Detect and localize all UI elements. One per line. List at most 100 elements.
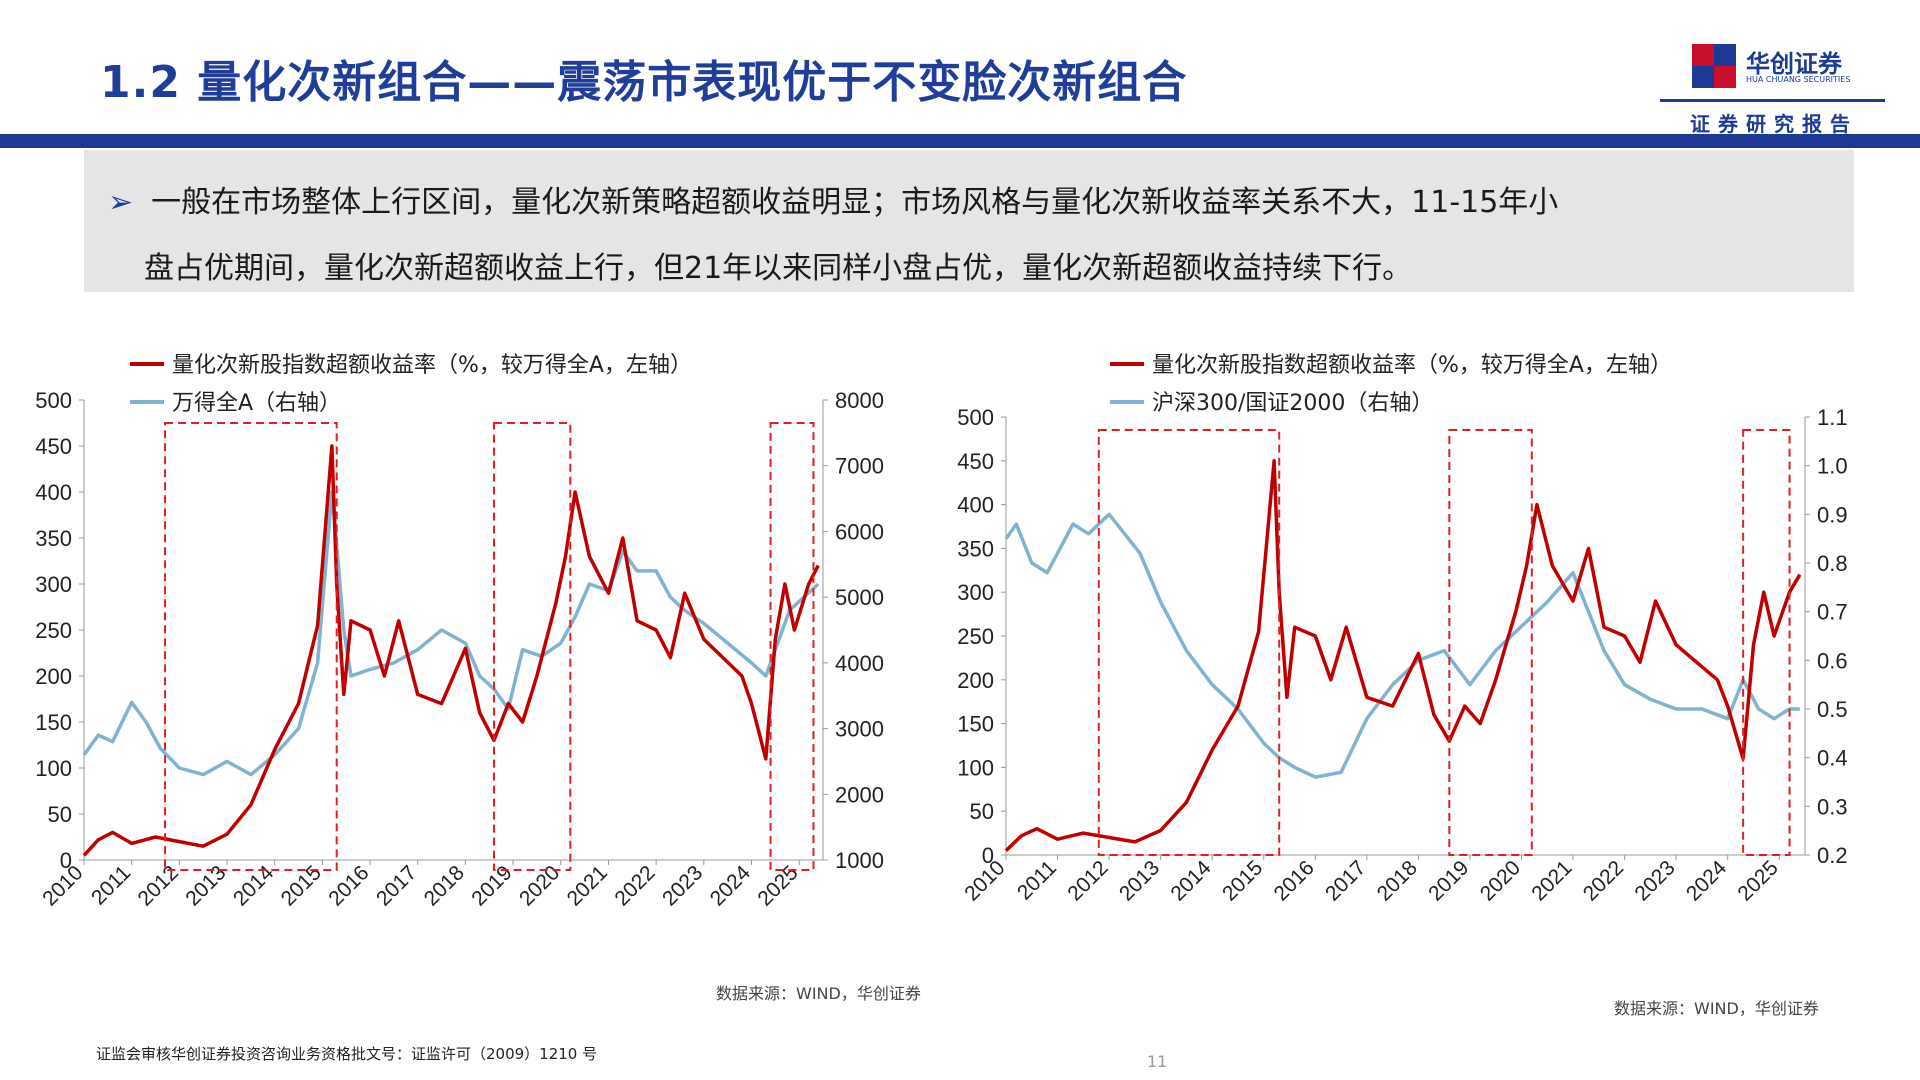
x-tick-label: 2017 [1321,856,1370,905]
highlight-period-box [1742,429,1791,856]
right-tick-label: 6000 [835,519,884,544]
logo-en: HUA CHUANG SECURITIES [1746,75,1851,84]
left-tick-label: 450 [957,449,994,474]
x-tick-label: 2023 [658,861,707,910]
right-tick-label: 4000 [835,651,884,676]
left-tick-label: 500 [957,405,994,430]
x-tick-label: 2016 [324,861,373,910]
left-tick-label: 100 [35,756,72,781]
highlight-period-box [493,422,572,871]
summary-box [84,150,1854,292]
x-tick-label: 2021 [1527,856,1576,905]
left-tick-label: 200 [35,664,72,689]
chart-left-source: 数据来源：WIND，华创证券 [716,984,921,1003]
x-tick-label: 2018 [420,861,469,910]
x-tick-label: 2018 [1373,856,1422,905]
x-tick-label: 2020 [515,861,564,910]
right-tick-label: 5000 [835,585,884,610]
x-tick-label: 2019 [1424,856,1473,905]
logo-name: 华创证券 [1746,50,1842,78]
x-tick-label: 2012 [1063,856,1112,905]
right-tick-label: 0.3 [1817,794,1848,819]
company-logo: 华创证券 HUA CHUANG SECURITIES [1690,42,1860,92]
left-tick-label: 350 [957,536,994,561]
right-tick-label: 0.7 [1817,600,1848,625]
summary-line-2: 盘占优期间，量化次新超额收益上行，但21年以来同样小盘占优，量化次新超额收益持续… [144,251,1413,286]
left-tick-label: 450 [35,434,72,459]
left-tick-label: 0 [982,843,994,868]
x-tick-label: 2016 [1270,856,1319,905]
chart-left: 0 50 100 150 200 250 300 350 400 450 500 1000 2000 30… [0,340,960,960]
highlight-period-box [769,422,815,871]
left-tick-label: 200 [957,668,994,693]
series-benchmark-line [1004,512,1800,779]
bullet-arrow-icon: ➢ [108,185,134,220]
left-tick-label: 400 [957,493,994,518]
legend-label: 万得全A（右轴） [172,391,341,416]
x-tick-label: 2015 [1218,856,1267,905]
chart-right: 0 50 100 150 200 250 300 350 400 450 500 0.2 0.3 0.4 0… [957,340,1920,960]
x-tick-label: 2015 [277,861,326,910]
right-tick-label: 7000 [835,454,884,479]
right-tick-label: 1000 [835,848,884,873]
x-tick-label: 2022 [1579,856,1628,905]
right-tick-label: 0.4 [1817,746,1848,771]
left-tick-label: 350 [35,526,72,551]
highlight-period-box [1448,429,1533,856]
x-tick-label: 2023 [1630,856,1679,905]
summary-line-1: 一般在市场整体上行区间，量化次新策略超额收益明显；市场风格与量化次新收益率关系不… [151,185,1559,220]
highlight-period-box [1097,429,1281,856]
x-tick-label: 2019 [467,861,516,910]
highlight-period-box [164,422,338,871]
left-tick-label: 400 [35,480,72,505]
left-tick-label: 150 [35,710,72,735]
left-tick-label: 500 [35,388,72,413]
right-tick-label: 1.1 [1817,405,1848,430]
chart-right-source: 数据来源：WIND，华创证券 [1614,999,1819,1018]
x-tick-label: 2020 [1476,856,1525,905]
left-tick-label: 50 [970,799,994,824]
logo-mark-icon [1692,44,1736,88]
right-tick-label: 0.2 [1817,843,1848,868]
left-tick-label: 50 [48,802,72,827]
right-tick-label: 3000 [835,717,884,742]
legend-label: 沪深300/国证2000（右轴） [1152,391,1433,416]
x-tick-label: 2011 [87,861,135,909]
x-tick-label: 2010 [38,861,87,910]
left-tick-label: 100 [957,755,994,780]
left-tick-label: 150 [957,712,994,737]
right-tick-label: 0.9 [1817,502,1848,527]
x-tick-label: 2010 [960,856,1009,905]
x-tick-label: 2025 [753,861,802,910]
right-tick-label: 0.8 [1817,551,1848,576]
x-tick-label: 2013 [1115,856,1164,905]
x-tick-label: 2014 [229,861,279,911]
right-tick-label: 8000 [835,388,884,413]
x-tick-label: 2022 [610,861,659,910]
legend-label: 量化次新股指数超额收益率（%，较万得全A，左轴） [172,353,692,378]
left-tick-label: 250 [35,618,72,643]
report-label: 证券研究报告 [1690,112,1858,136]
right-tick-label: 1.0 [1817,454,1848,479]
x-tick-label: 2025 [1733,856,1782,905]
chart-left-svg: 0 50 100 150 200 250 300 350 400 450 500 1000 2000 30… [35,353,884,911]
page-title: 1.2 量化次新组合——震荡市表现优于不变脸次新组合 [100,57,1188,108]
x-tick-label: 2013 [181,861,230,910]
left-tick-label: 300 [35,572,72,597]
chart-right-svg: 0 50 100 150 200 250 300 350 400 450 500 0.2 0.3 0.4 0… [957,353,1848,906]
series-excess-return-line [82,444,820,857]
legend-label: 量化次新股指数超额收益率（%，较万得全A，左轴） [1152,353,1672,378]
page-number: 11 [1147,1052,1168,1071]
x-tick-label: 2012 [134,861,183,910]
summary-text: ➢ 一般在市场整体上行区间，量化次新策略超额收益明显；市场风格与量化次新收益率关系… [108,170,1838,302]
x-tick-label: 2024 [1682,856,1732,906]
left-tick-label: 250 [957,624,994,649]
x-tick-label: 2014 [1166,856,1216,906]
x-tick-label: 2017 [372,861,421,910]
right-tick-label: 0.5 [1817,697,1848,722]
left-tick-label: 300 [957,580,994,605]
header-bar [0,134,1920,148]
right-tick-label: 2000 [835,782,884,807]
left-tick-label: 0 [60,848,72,873]
x-tick-label: 2024 [706,861,756,911]
